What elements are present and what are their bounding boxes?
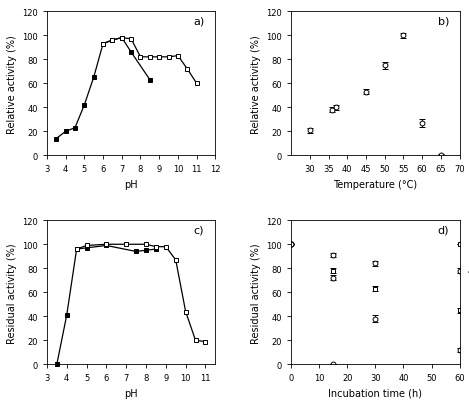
Y-axis label: Relative activity (%): Relative activity (%) <box>251 35 261 133</box>
Text: 37°C: 37°C <box>468 240 469 249</box>
Text: 55°C: 55°C <box>468 345 469 355</box>
Y-axis label: Relative activity (%): Relative activity (%) <box>7 35 16 133</box>
X-axis label: pH: pH <box>124 179 138 190</box>
Text: 50°C: 50°C <box>468 306 469 315</box>
Text: 60°C: 60°C <box>468 360 469 369</box>
Y-axis label: Residual activity (%): Residual activity (%) <box>7 243 16 343</box>
Text: d): d) <box>438 225 449 235</box>
Text: c): c) <box>193 225 204 235</box>
X-axis label: Incubation time (h): Incubation time (h) <box>328 388 423 398</box>
Text: b): b) <box>438 17 449 26</box>
X-axis label: pH: pH <box>124 388 138 398</box>
Y-axis label: Residual activity (%): Residual activity (%) <box>251 243 261 343</box>
Text: 40°C: 40°C <box>468 266 469 275</box>
Text: a): a) <box>193 17 204 26</box>
X-axis label: Temperature (°C): Temperature (°C) <box>333 179 417 190</box>
